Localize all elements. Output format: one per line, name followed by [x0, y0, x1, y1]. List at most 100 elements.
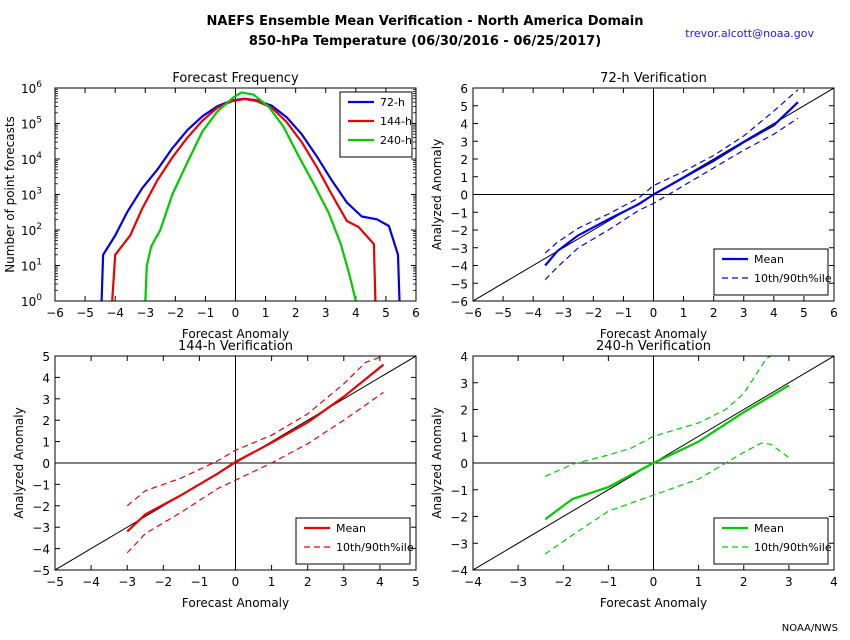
- y-tick-label: −5: [32, 564, 50, 578]
- series-line-10th-90th-ile-1: [544, 89, 799, 254]
- series-line-mean: [544, 101, 799, 267]
- series-line-10th-90th-ile-2: [126, 391, 384, 554]
- x-axis-label: Forecast Anomaly: [600, 596, 707, 610]
- legend-label: 10th/90th%ile: [754, 541, 832, 554]
- y-tick-label: 0: [460, 457, 468, 471]
- y-axis-label: Analyzed Anomaly: [12, 407, 26, 518]
- axes-frame: [54, 87, 417, 302]
- y-tick-label: 100: [21, 293, 42, 309]
- y-axis-label: Analyzed Anomaly: [430, 407, 444, 518]
- x-tick-label: 0: [650, 575, 658, 589]
- y-tick-label: 2: [460, 404, 468, 418]
- legend-label: 240-h: [380, 134, 412, 147]
- x-tick-label: −5: [494, 306, 512, 320]
- x-tick-label: −2: [554, 575, 572, 589]
- x-tick-label: −3: [509, 575, 527, 589]
- y-tick-label: 1: [42, 436, 50, 450]
- x-tick-label: 5: [412, 575, 420, 589]
- x-tick-label: 4: [352, 306, 360, 320]
- x-tick-label: 4: [770, 306, 778, 320]
- x-tick-label: 3: [740, 306, 748, 320]
- y-tick-label: −4: [32, 543, 50, 557]
- x-axis-label: Forecast Anomaly: [600, 327, 707, 341]
- y-tick-label: −1: [450, 484, 468, 498]
- x-tick-label: −1: [615, 306, 633, 320]
- y-tick-label: 2: [460, 153, 468, 167]
- x-tick-label: −3: [118, 575, 136, 589]
- y-tick-label: −3: [450, 537, 468, 551]
- x-axis-label: Forecast Anomaly: [182, 327, 289, 341]
- y-tick-label: 101: [21, 258, 42, 274]
- y-tick-label: 1: [460, 171, 468, 185]
- x-tick-label: 1: [680, 306, 688, 320]
- x-tick-label: −1: [600, 575, 618, 589]
- y-tick-label: 5: [460, 100, 468, 114]
- y-tick-label: −1: [32, 478, 50, 492]
- axes-frame: [54, 355, 417, 571]
- series-line-10th-90th-ile-1: [126, 356, 384, 507]
- x-tick-label: 4: [376, 575, 384, 589]
- y-tick-label: 103: [21, 187, 42, 203]
- x-tick-label: 2: [292, 306, 300, 320]
- x-tick-label: 1: [268, 575, 276, 589]
- x-tick-label: −2: [166, 306, 184, 320]
- series-line-10th-90th-ile-2: [544, 117, 799, 281]
- panel-title: Forecast Frequency: [172, 71, 299, 86]
- panel-title: 72-h Verification: [600, 71, 707, 86]
- legend: Mean 10th/90th%ile: [713, 248, 832, 296]
- legend-label: Mean: [754, 522, 784, 535]
- x-tick-label: −4: [82, 575, 100, 589]
- x-tick-label: 0: [232, 575, 240, 589]
- y-axis-label: Number of point forecasts: [3, 116, 17, 273]
- y-tick-label: 3: [460, 135, 468, 149]
- y-tick-label: 3: [460, 377, 468, 391]
- series-line-mean: [544, 384, 790, 521]
- plot-area: [55, 356, 416, 570]
- panel-verification-72h: −6 −5 −4 −3 −2 −1 0 1 2 3 4 5 6 −6 −5 −4 −3 −2 −1 0 1 2 3 4 5 6 72…: [430, 71, 838, 341]
- y-tick-label: 4: [460, 118, 468, 132]
- legend: Mean 10th/90th%ile: [295, 517, 414, 565]
- x-tick-label: 0: [650, 306, 658, 320]
- y-tick-label: −3: [450, 242, 468, 256]
- figure-subtitle: 850-hPa Temperature (06/30/2016 - 06/25/…: [248, 34, 602, 49]
- y-tick-label: 105: [21, 116, 42, 132]
- panel-frequency: −6 −5 −4 −3 −2 −1 0 1 2 3 4 5 6 100 101 102 103 104 105 106…: [3, 71, 420, 341]
- series-line-mean: [126, 363, 385, 533]
- x-tick-label: 0: [232, 306, 240, 320]
- y-tick-label: 5: [42, 350, 50, 364]
- legend-box: [713, 248, 829, 296]
- series-line-144-h: [111, 97, 377, 301]
- legend: 72-h 144-h 240-h: [339, 91, 413, 158]
- y-tick-label: 3: [42, 393, 50, 407]
- y-tick-label: 0: [460, 189, 468, 203]
- legend-label: 10th/90th%ile: [754, 272, 832, 285]
- y-tick-label: −6: [450, 295, 468, 309]
- y-axis-label: Analyzed Anomaly: [430, 139, 444, 250]
- x-tick-label: −1: [197, 306, 215, 320]
- x-tick-label: −4: [464, 575, 482, 589]
- y-tick-label: 6: [460, 82, 468, 96]
- legend-label: Mean: [754, 253, 784, 266]
- y-tick-label: −4: [450, 564, 468, 578]
- series-line-240-h: [144, 91, 357, 301]
- contact-email[interactable]: trevor.alcott@noaa.gov: [685, 27, 814, 40]
- x-tick-label: 5: [800, 306, 808, 320]
- x-tick-label: 1: [262, 306, 270, 320]
- y-tick-label: 0: [42, 457, 50, 471]
- y-tick-label: 106: [21, 80, 42, 96]
- plot-area: [473, 356, 834, 570]
- panel-verification-240h: −4 −3 −2 −1 0 1 2 3 4 −4 −3 −2 −1 0 1 2 3 4 240-h Verifica…: [430, 339, 838, 610]
- legend: Mean 10th/90th%ile: [713, 517, 832, 565]
- panel-title: 144-h Verification: [178, 339, 293, 354]
- x-tick-label: 6: [412, 306, 420, 320]
- x-tick-label: −6: [46, 306, 64, 320]
- x-tick-label: 6: [830, 306, 838, 320]
- x-tick-label: −3: [136, 306, 154, 320]
- plot-area: [473, 88, 834, 301]
- y-tick-label: 4: [460, 350, 468, 364]
- y-tick-label: −5: [450, 277, 468, 291]
- x-tick-label: −2: [584, 306, 602, 320]
- x-tick-label: 4: [830, 575, 838, 589]
- series-line-10th-90th-ile-2: [544, 442, 790, 555]
